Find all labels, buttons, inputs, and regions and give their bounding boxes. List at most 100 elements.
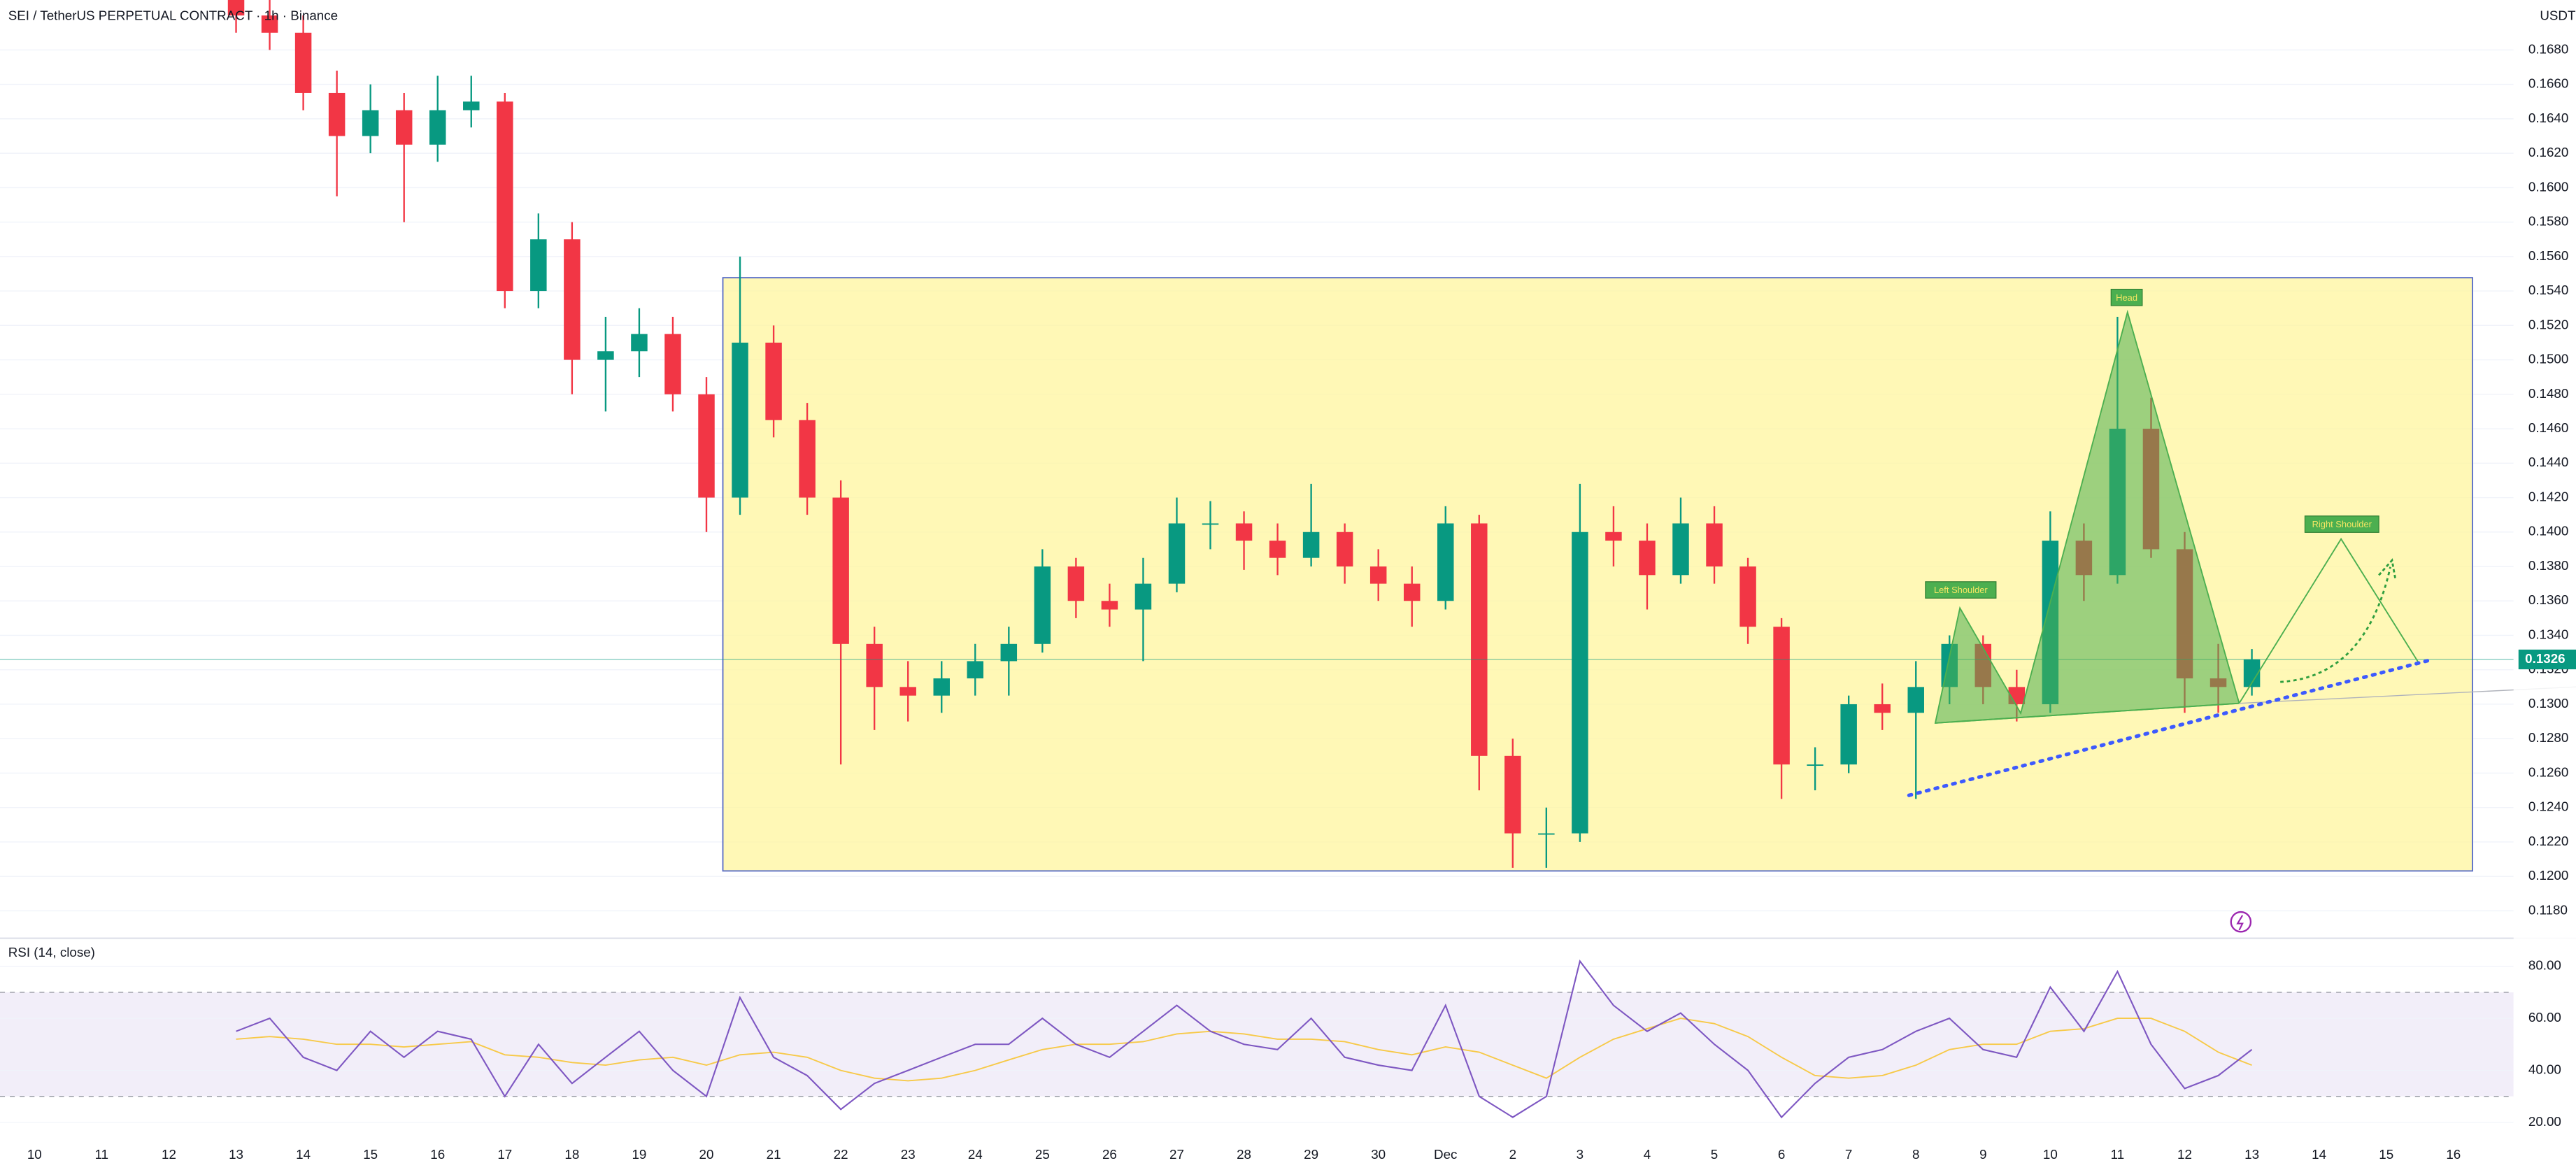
candle-body xyxy=(530,239,547,292)
candle-body xyxy=(362,110,379,136)
candle-body xyxy=(899,687,916,696)
last-price-label: 0.1326 xyxy=(2525,651,2565,666)
y-tick-label: 40.00 xyxy=(2528,1062,2561,1076)
x-tick-label: 16 xyxy=(430,1147,445,1162)
candle-body xyxy=(765,342,782,420)
candle-body xyxy=(395,110,413,145)
x-tick-label: 2 xyxy=(1509,1147,1516,1162)
y-tick-label: 0.1480 xyxy=(2528,386,2568,401)
candle-body xyxy=(1739,566,1756,627)
y-tick-label: 0.1400 xyxy=(2528,524,2568,538)
candle-body xyxy=(1101,601,1118,610)
candle-body xyxy=(664,334,681,394)
x-tick-label: 14 xyxy=(296,1147,311,1162)
candle-body xyxy=(1336,532,1353,567)
rsi-layer xyxy=(0,959,2514,1123)
x-tick-label: 12 xyxy=(2177,1147,2192,1162)
candle-body xyxy=(1807,764,1823,766)
candle-body xyxy=(261,15,278,33)
y-tick-label: 0.1440 xyxy=(2528,455,2568,469)
pattern-label: Right Shoulder xyxy=(2312,519,2372,529)
x-tick-label: 14 xyxy=(2312,1147,2326,1162)
y-tick-label: 0.1600 xyxy=(2528,179,2568,194)
candle-body xyxy=(1538,833,1555,835)
y-tick-label: 0.1500 xyxy=(2528,352,2568,366)
candle-body xyxy=(328,92,346,136)
candle-body xyxy=(1605,532,1622,541)
x-tick-label: 13 xyxy=(229,1147,243,1162)
label-box xyxy=(1925,581,1997,599)
y-tick-label: 0.1520 xyxy=(2528,317,2568,331)
candle-body xyxy=(1907,687,1924,713)
label-box xyxy=(2304,515,2379,533)
candle-body xyxy=(1369,566,1387,584)
candle-body xyxy=(2243,659,2261,687)
x-tick-label: 16 xyxy=(2446,1147,2461,1162)
candle-body xyxy=(1000,643,1018,662)
y-tick-label: 0.1220 xyxy=(2528,834,2568,848)
x-tick-label: Dec xyxy=(1434,1147,1457,1162)
y-tick-label: 0.1660 xyxy=(2528,76,2568,91)
y-tick-label: 0.1180 xyxy=(2528,902,2568,917)
y-tick-label: 0.1420 xyxy=(2528,489,2568,504)
y-tick-label: 20.00 xyxy=(2528,1114,2561,1129)
x-tick-label: 30 xyxy=(1371,1147,1386,1162)
candle-body xyxy=(1840,704,1857,765)
trendline xyxy=(1907,659,2431,797)
price-axis-bg xyxy=(2513,0,2576,1170)
x-tick-label: 27 xyxy=(1169,1147,1184,1162)
y-tick-label: 0.1640 xyxy=(2528,110,2568,125)
x-tick-label: 23 xyxy=(901,1147,916,1162)
rsi-line xyxy=(236,959,2253,1119)
candle-body xyxy=(1403,583,1421,601)
candle-body xyxy=(597,351,614,360)
x-tick-label: 8 xyxy=(1912,1147,1919,1162)
y-tick-label: 0.1340 xyxy=(2528,627,2568,641)
y-tick-label: 0.1460 xyxy=(2528,420,2568,435)
x-tick-label: 15 xyxy=(2379,1147,2393,1162)
candle-body xyxy=(1202,523,1219,525)
neckline xyxy=(1935,702,2240,724)
candle-body xyxy=(1235,523,1253,541)
y-tick-label: 0.1260 xyxy=(2528,764,2568,779)
x-tick-label: 6 xyxy=(1778,1147,1785,1162)
pattern-label: Head xyxy=(2116,292,2137,303)
rsi-title[interactable]: RSI (14, close) xyxy=(8,945,95,959)
alert-icon[interactable] xyxy=(2230,911,2252,933)
y-tick-label: 0.1560 xyxy=(2528,248,2568,263)
x-tick-label: 15 xyxy=(363,1147,378,1162)
candle-body xyxy=(698,394,715,498)
candle-body xyxy=(732,342,748,498)
arrow-head xyxy=(2378,558,2397,579)
candle-body xyxy=(1471,523,1488,756)
candle-body xyxy=(832,497,849,644)
candle-body xyxy=(1773,627,1790,765)
x-tick-label: 13 xyxy=(2244,1147,2259,1162)
candle-body xyxy=(866,643,883,687)
x-tick-label: 19 xyxy=(632,1147,646,1162)
x-tick-label: 29 xyxy=(1304,1147,1318,1162)
candle-body xyxy=(1134,583,1152,610)
y-tick-label: 0.1540 xyxy=(2528,283,2568,297)
last-price-box xyxy=(2518,649,2576,670)
right-shoulder-projection xyxy=(2238,537,2419,704)
rsi-band xyxy=(0,992,2514,1097)
x-tick-label: 17 xyxy=(497,1147,512,1162)
x-tick-label: 3 xyxy=(1577,1147,1584,1162)
candle-body xyxy=(1639,541,1656,576)
y-tick-label: 0.1620 xyxy=(2528,145,2568,159)
candle-body xyxy=(1504,755,1521,834)
x-tick-label: 10 xyxy=(2043,1147,2058,1162)
x-tick-label: 11 xyxy=(2111,1147,2124,1162)
x-tick-label: 26 xyxy=(1102,1147,1117,1162)
x-tick-label: 7 xyxy=(1845,1147,1852,1162)
symbol-title[interactable]: SEI / TetherUS PERPETUAL CONTRACT · 1h ·… xyxy=(8,8,338,22)
candle-body xyxy=(1437,523,1454,601)
y-tick-label: 80.00 xyxy=(2528,958,2561,973)
y-tick-label: 0.1380 xyxy=(2528,558,2568,573)
rsi-line xyxy=(236,1018,2252,1082)
candle-body xyxy=(463,101,480,110)
candle-body xyxy=(967,661,984,679)
x-tick-label: 10 xyxy=(27,1147,42,1162)
